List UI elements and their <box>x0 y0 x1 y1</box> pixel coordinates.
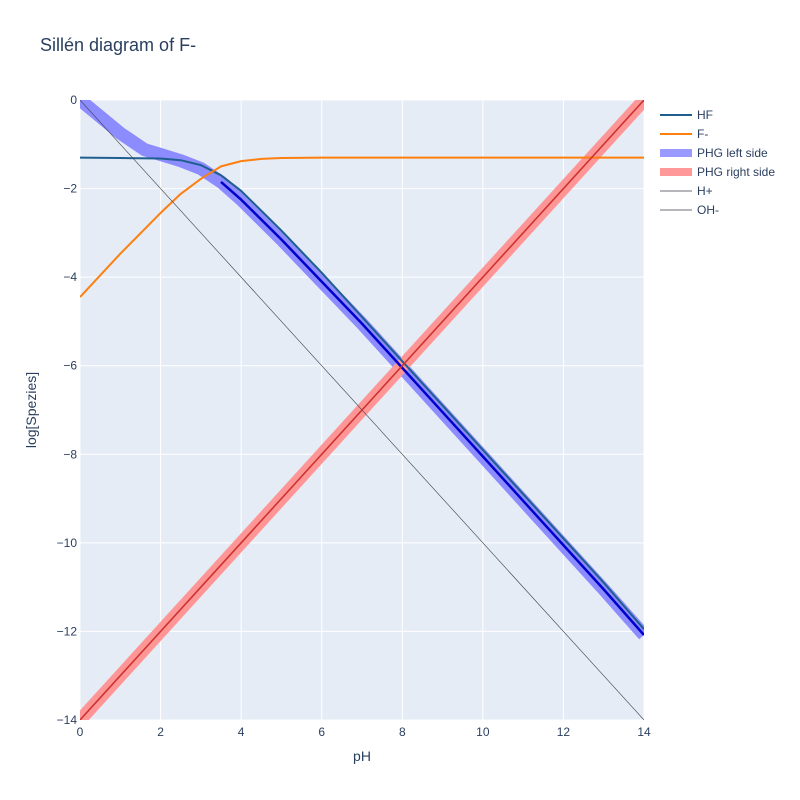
y-tick-label: 0 <box>70 93 77 107</box>
series-phg-left-core <box>220 180 644 636</box>
x-tick-label: 14 <box>637 725 651 739</box>
chart-title: Sillén diagram of F- <box>40 35 196 55</box>
x-tick-label: 10 <box>476 725 490 739</box>
legend-item[interactable]: HF <box>660 108 713 122</box>
legend-item[interactable]: PHG right side <box>660 165 775 179</box>
y-tick-label: −4 <box>63 270 77 284</box>
x-tick-label: 0 <box>77 725 84 739</box>
y-tick-label: −6 <box>63 359 77 373</box>
x-tick-label: 6 <box>318 725 325 739</box>
legend-label: F- <box>697 127 708 141</box>
series-oh-minus-line <box>80 100 644 720</box>
series-f-line <box>80 156 644 298</box>
y-tick-label: −2 <box>63 182 77 196</box>
y-tick-label: −14 <box>57 713 78 727</box>
series-layer <box>80 100 644 720</box>
legend-item[interactable]: F- <box>660 127 708 141</box>
legend: HF F- PHG left side PHG right side H+ OH- <box>660 108 775 217</box>
legend-label: PHG right side <box>697 165 775 179</box>
x-tick-label: 8 <box>399 725 406 739</box>
y-tick-label: −12 <box>57 624 78 638</box>
x-tick-label: 4 <box>238 725 245 739</box>
legend-label: HF <box>697 108 713 122</box>
ticks: 0 2 4 6 8 10 12 14 0 −2 −4 −6 −8 −10 −12 −14 <box>57 93 651 739</box>
y-tick-label: −8 <box>63 447 77 461</box>
x-axis-title: pH <box>353 748 371 764</box>
x-tick-label: 12 <box>557 725 571 739</box>
legend-item[interactable]: OH- <box>660 203 719 217</box>
legend-label: H+ <box>697 184 713 198</box>
legend-label: PHG left side <box>697 146 768 160</box>
y-axis-title: log[Spezies] <box>23 372 39 448</box>
x-tick-label: 2 <box>157 725 164 739</box>
y-tick-label: −10 <box>57 536 78 550</box>
series-hf-line <box>80 156 644 630</box>
legend-item[interactable]: PHG left side <box>660 146 768 160</box>
legend-label: OH- <box>697 203 719 217</box>
legend-item[interactable]: H+ <box>660 184 713 198</box>
